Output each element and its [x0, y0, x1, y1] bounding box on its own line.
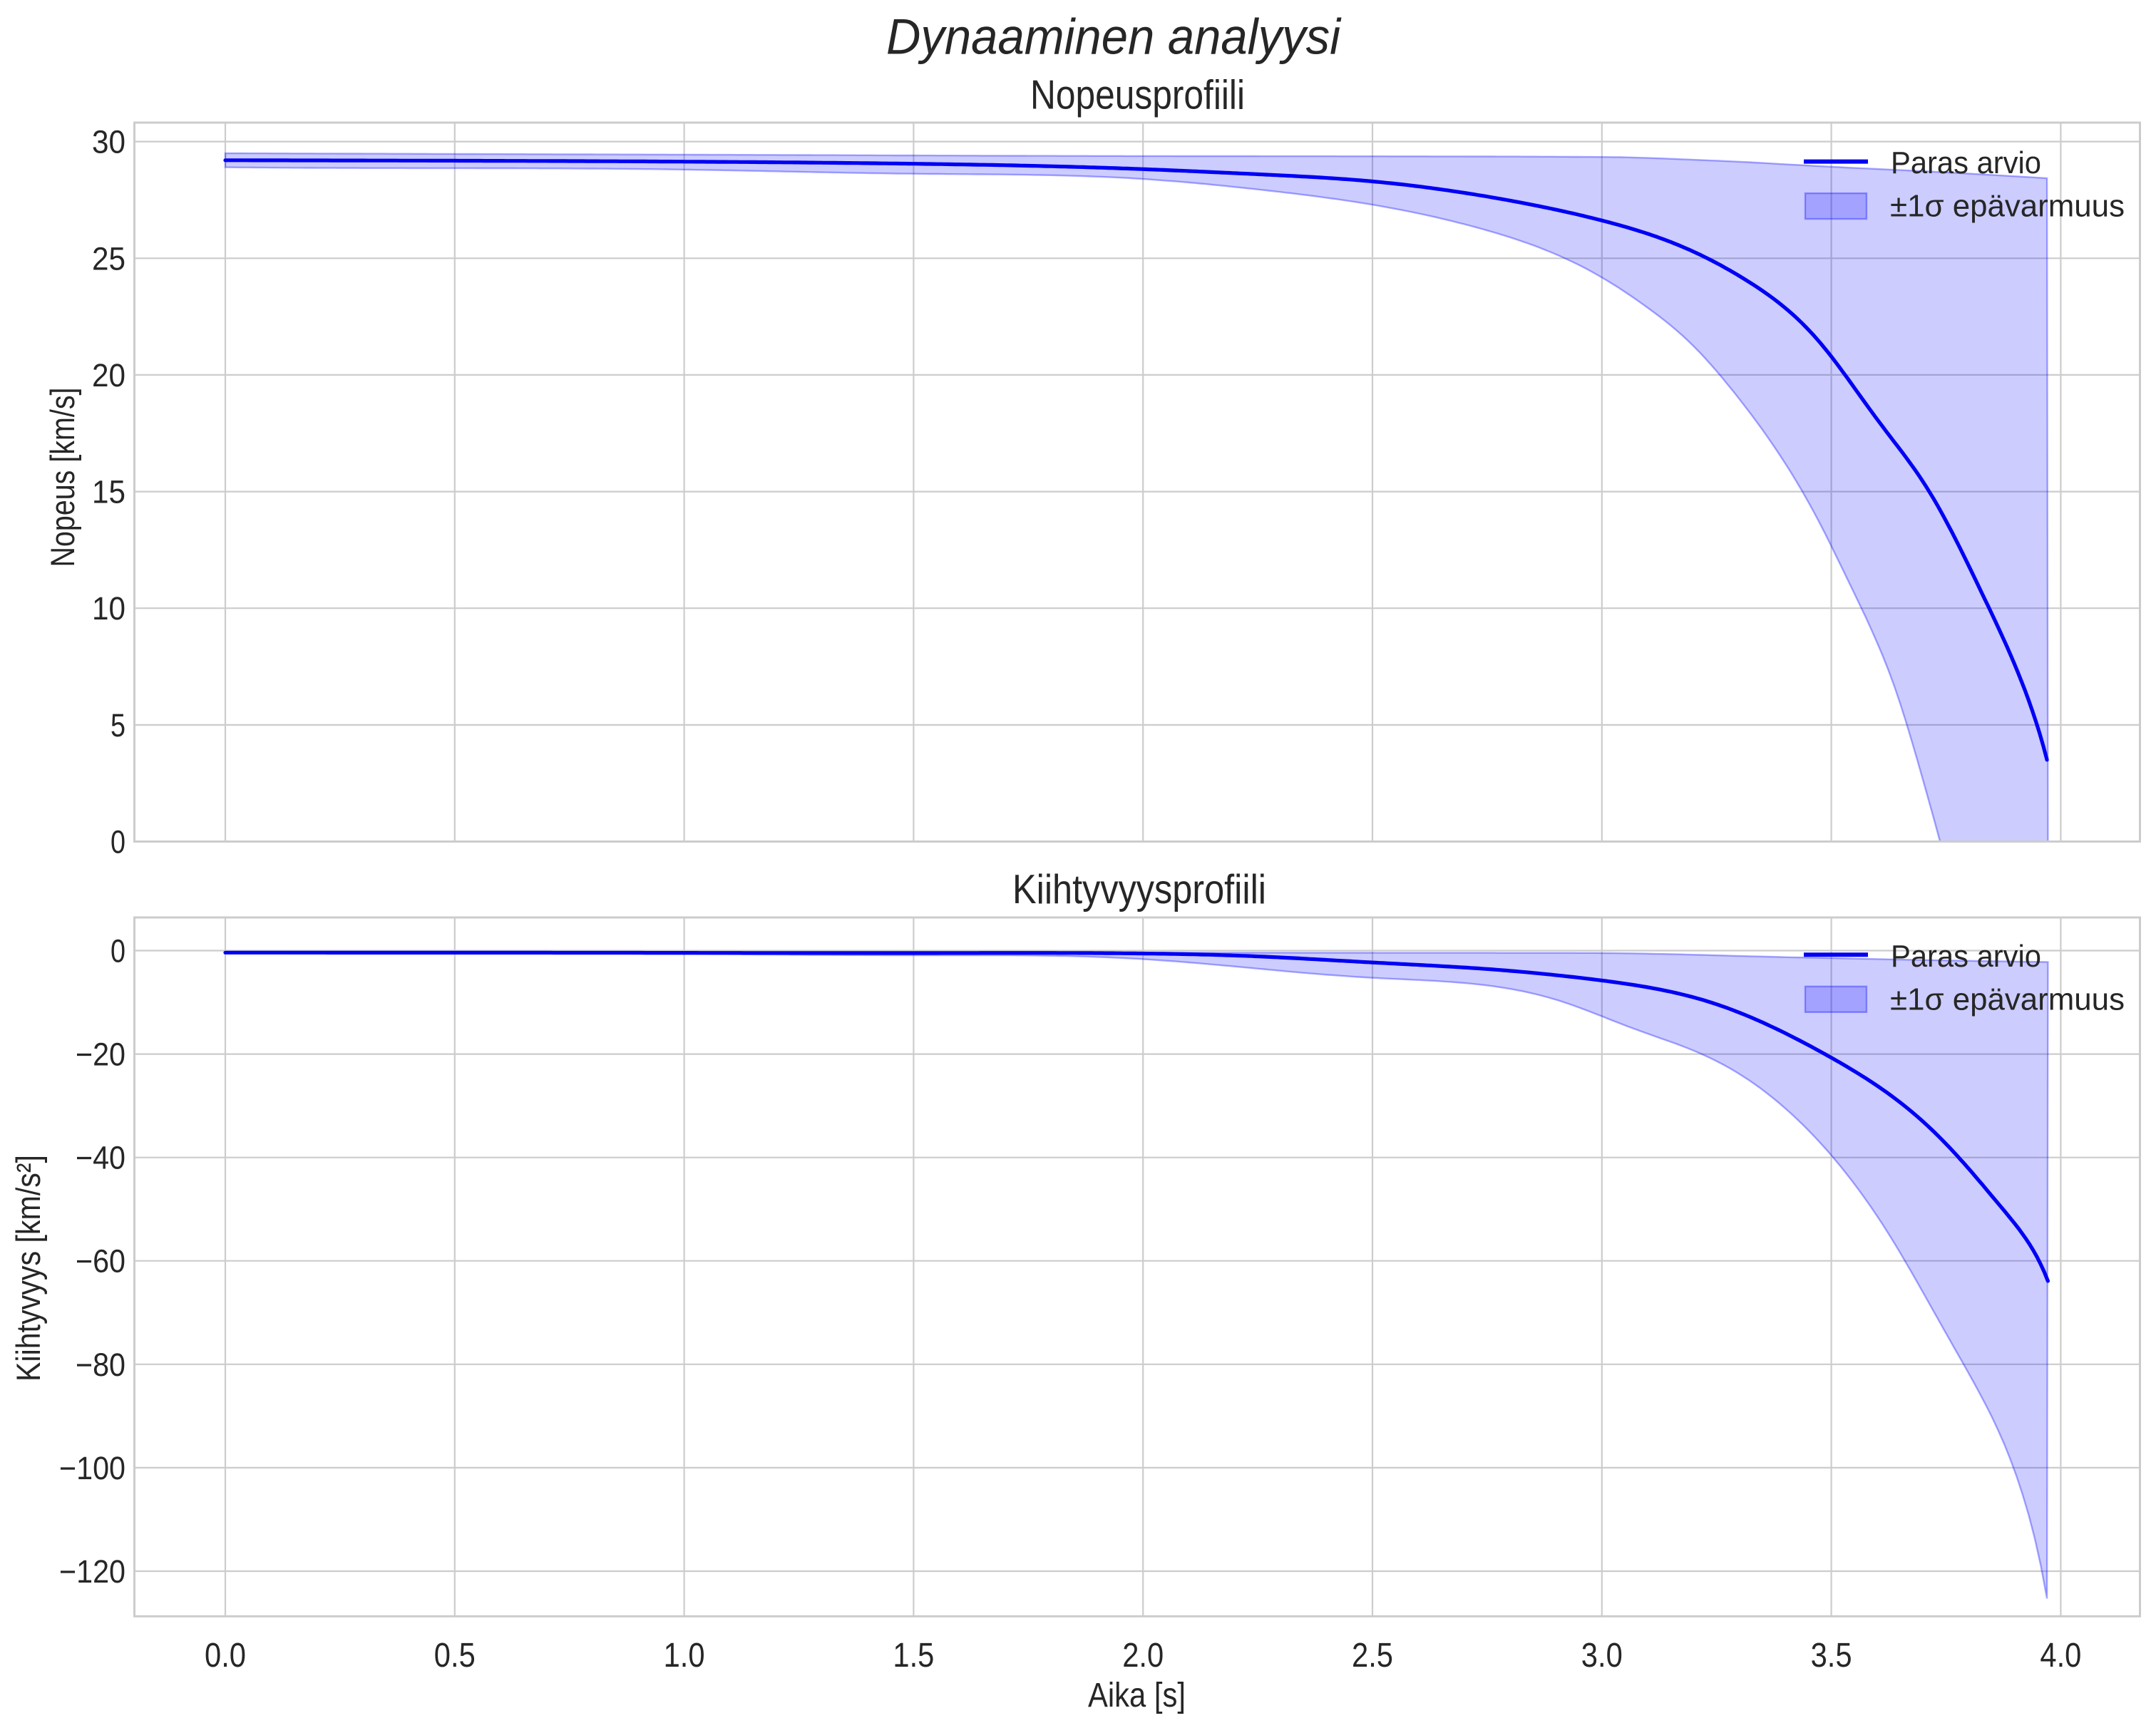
svg-text:20: 20	[92, 357, 125, 394]
svg-text:0: 0	[111, 824, 125, 860]
svg-text:3.0: 3.0	[1581, 1637, 1623, 1675]
svg-text:0.0: 0.0	[205, 1637, 246, 1675]
svg-text:1.0: 1.0	[664, 1637, 705, 1675]
svg-text:Dynaaminen analyysi: Dynaaminen analyysi	[886, 9, 1342, 65]
svg-text:±1σ epävarmuus: ±1σ epävarmuus	[1890, 189, 2125, 224]
svg-text:−80: −80	[76, 1347, 125, 1383]
svg-text:25: 25	[92, 240, 125, 277]
svg-text:15: 15	[92, 474, 125, 510]
svg-text:−120: −120	[59, 1553, 125, 1590]
svg-text:Kiihtyvyysprofiili: Kiihtyvyysprofiili	[1012, 867, 1266, 912]
svg-text:1.5: 1.5	[893, 1637, 934, 1675]
svg-text:±1σ epävarmuus: ±1σ epävarmuus	[1890, 982, 2125, 1017]
svg-text:2.0: 2.0	[1122, 1637, 1164, 1675]
svg-text:2.5: 2.5	[1352, 1637, 1393, 1675]
svg-text:5: 5	[111, 707, 125, 744]
svg-text:0: 0	[111, 933, 125, 970]
svg-text:0.5: 0.5	[434, 1637, 476, 1675]
svg-text:−20: −20	[76, 1037, 125, 1073]
svg-text:Paras arvio: Paras arvio	[1891, 145, 2041, 180]
svg-text:Paras arvio: Paras arvio	[1891, 939, 2041, 974]
svg-text:−100: −100	[59, 1450, 125, 1486]
svg-text:Aika [s]: Aika [s]	[1088, 1676, 1186, 1714]
svg-text:−60: −60	[76, 1243, 125, 1280]
svg-text:30: 30	[92, 124, 125, 160]
svg-text:Nopeus [km/s]: Nopeus [km/s]	[43, 388, 81, 567]
svg-text:3.5: 3.5	[1811, 1637, 1852, 1675]
svg-text:Nopeusprofiili: Nopeusprofiili	[1030, 72, 1245, 118]
svg-text:Kiihtyvyys [km/s²]: Kiihtyvyys [km/s²]	[9, 1155, 47, 1382]
svg-text:−40: −40	[76, 1140, 125, 1176]
svg-text:10: 10	[92, 590, 125, 627]
svg-text:4.0: 4.0	[2040, 1637, 2081, 1675]
